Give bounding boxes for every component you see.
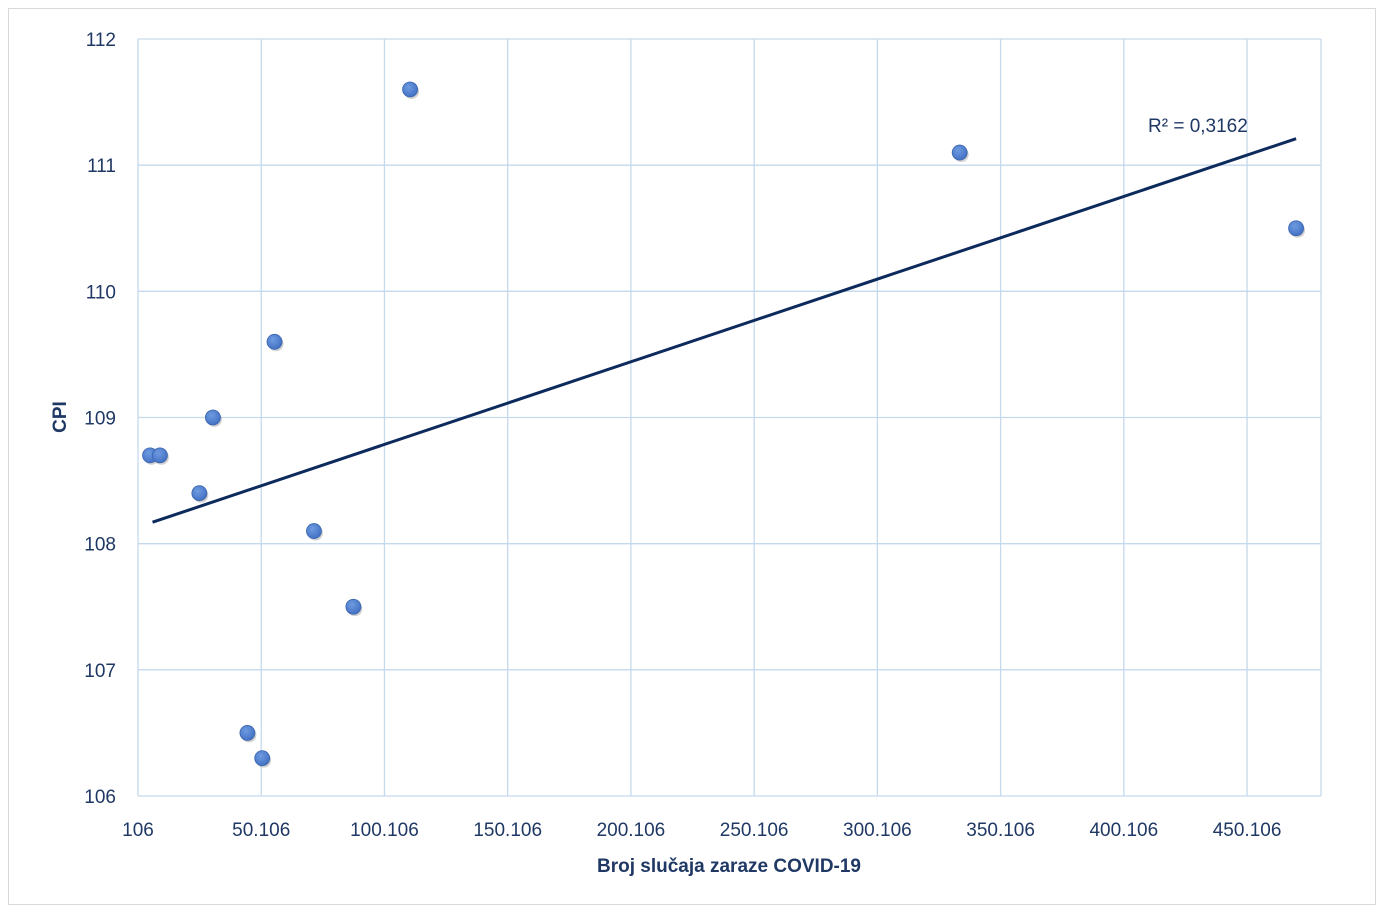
y-axis-title: CPI <box>50 401 71 433</box>
data-point <box>254 750 271 767</box>
y-tick-label: 109 <box>84 409 116 430</box>
data-point <box>239 725 256 741</box>
x-tick-label: 50.106 <box>232 820 290 841</box>
x-tick-label: 250.106 <box>720 820 789 841</box>
x-tick-label: 100.106 <box>350 820 419 841</box>
data-points <box>142 81 1306 768</box>
data-point <box>152 447 168 464</box>
x-tick-label: 350.106 <box>966 820 1035 841</box>
data-point <box>306 523 322 539</box>
x-axis-title: Broj slučaja zaraze COVID-19 <box>597 856 861 877</box>
chart-frame <box>8 8 1376 905</box>
data-point <box>951 144 968 161</box>
data-point <box>345 598 362 615</box>
y-tick-label: 106 <box>84 787 116 808</box>
data-point <box>1288 220 1304 237</box>
r-squared-label: R² = 0,3162 <box>1148 116 1248 137</box>
x-tick-labels: 106 50.106 100.106 150.106 200.106 250.106 300… <box>122 820 1281 841</box>
data-point <box>266 333 283 350</box>
y-tick-labels: 106 107 108 109 110 111 112 <box>84 30 116 808</box>
x-tick-label: 200.106 <box>597 820 666 841</box>
data-point <box>205 409 221 426</box>
x-tick-label: 300.106 <box>843 820 912 841</box>
x-tick-label: 400.106 <box>1089 820 1158 841</box>
data-point <box>402 81 418 98</box>
x-tick-label: 150.106 <box>473 820 542 841</box>
x-tick-label: 450.106 <box>1213 820 1282 841</box>
data-point <box>191 485 208 502</box>
trendline <box>152 137 1297 524</box>
y-tick-label: 111 <box>87 156 116 177</box>
y-tick-label: 112 <box>86 30 116 51</box>
y-tick-label: 107 <box>84 661 116 682</box>
y-tick-label: 110 <box>86 282 116 303</box>
trendline-group <box>152 137 1297 524</box>
x-tick-label: 106 <box>122 820 154 841</box>
grid-lines <box>137 38 1322 797</box>
y-tick-label: 108 <box>84 535 116 556</box>
